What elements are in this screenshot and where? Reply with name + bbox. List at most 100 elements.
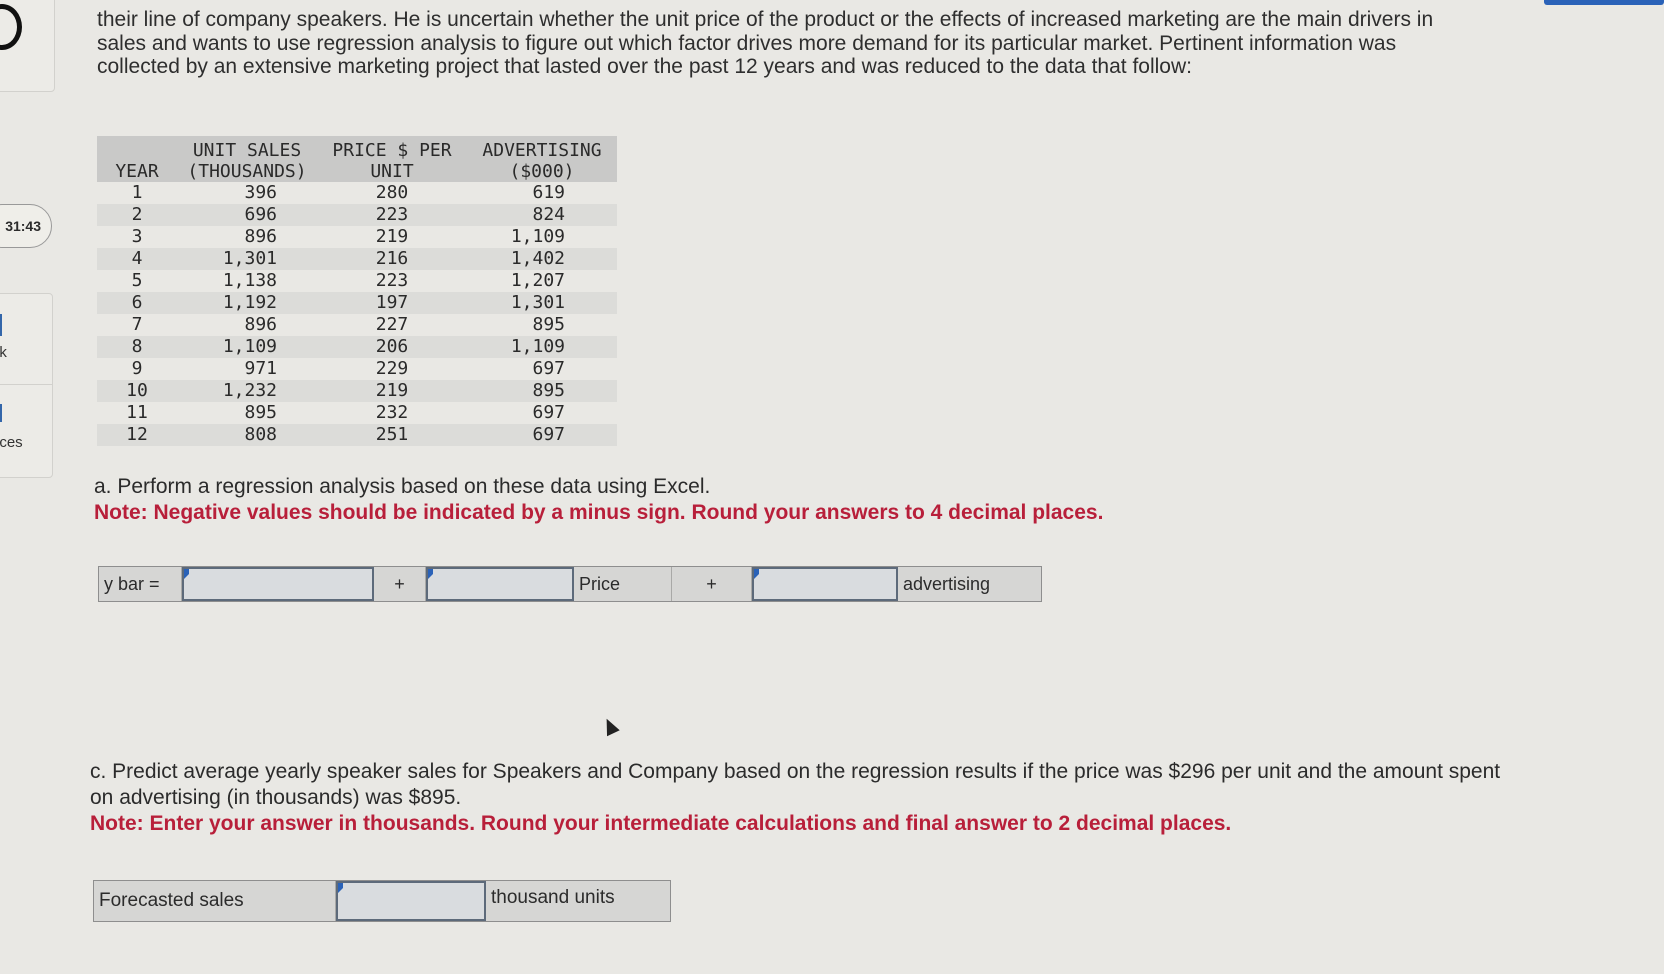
advertising-cell: 895 xyxy=(532,314,565,335)
price-coefficient-input[interactable] xyxy=(426,567,574,601)
unit-sales-cell: 1,232 xyxy=(177,380,317,402)
progress-ring-icon xyxy=(0,4,22,50)
part-a-question: a. Perform a regression analysis based o… xyxy=(94,475,711,498)
forecasted-sales-label: Forecasted sales xyxy=(94,881,336,921)
mouse-cursor-icon xyxy=(600,715,620,737)
table-row: 11 895 232 697 xyxy=(97,402,617,424)
part-c: c. Predict average yearly speaker sales … xyxy=(90,759,1520,837)
advertising-cell: 1,109 xyxy=(510,226,565,247)
advertising-cell: 697 xyxy=(532,358,565,379)
divider xyxy=(0,384,52,385)
year-cell: 3 xyxy=(131,226,143,247)
advertising-cell: 697 xyxy=(532,402,565,423)
sidebar-panel-tools: ok nces xyxy=(0,293,53,478)
table-row: 3 896 219 1,109 xyxy=(97,226,617,248)
y-bar-label: y bar = xyxy=(99,567,182,601)
table-row: 2 696 223 824 xyxy=(97,204,617,226)
price-cell: 229 xyxy=(375,358,409,379)
table-row: 9 971 229 697 xyxy=(97,358,617,380)
year-cell: 5 xyxy=(131,270,143,291)
part-a: a. Perform a regression analysis based o… xyxy=(94,474,1103,526)
advertising-cell: 1,301 xyxy=(467,292,617,314)
header-price: PRICE $ PER UNIT xyxy=(317,136,467,182)
price-cell: 223 xyxy=(317,204,467,226)
price-cell: 223 xyxy=(375,270,409,291)
data-table: YEAR UNIT SALES (THOUSANDS) PRICE $ PER … xyxy=(97,136,617,446)
unit-sales-cell: 1,192 xyxy=(177,292,317,314)
price-cell: 251 xyxy=(317,424,467,446)
forecast-row: Forecasted sales thousand units xyxy=(93,880,671,922)
advertising-coefficient-field[interactable] xyxy=(754,568,896,600)
price-cell: 219 xyxy=(317,380,467,402)
advertising-cell: 1,402 xyxy=(467,248,617,270)
unit-sales-cell: 896 xyxy=(244,226,277,247)
advertising-coefficient-input[interactable] xyxy=(752,567,898,601)
year-cell: 8 xyxy=(97,336,177,358)
unit-sales-cell: 971 xyxy=(244,358,277,379)
price-cell: 216 xyxy=(317,248,467,270)
year-cell: 1 xyxy=(131,182,143,203)
table-row: 10 1,232 219 895 xyxy=(97,380,617,402)
sidebar-item-references[interactable]: nces xyxy=(0,434,23,451)
part-a-note: Note: Negative values should be indicate… xyxy=(94,501,1104,524)
timer-text: 31:43 xyxy=(5,218,41,234)
references-icon xyxy=(0,404,2,422)
unit-sales-cell: 696 xyxy=(177,204,317,226)
sidebar-item-ebook[interactable]: ok xyxy=(0,344,7,361)
price-cell: 206 xyxy=(317,336,467,358)
advertising-cell: 1,207 xyxy=(510,270,565,291)
year-cell: 7 xyxy=(131,314,143,335)
table-row: 4 1,301 216 1,402 xyxy=(97,248,617,270)
thousand-units-label: thousand units xyxy=(491,887,615,908)
header-advertising: ADVERTISING ($000) xyxy=(467,136,617,182)
top-right-button-edge[interactable] xyxy=(1544,0,1664,5)
plus-sign-1: + xyxy=(374,567,426,601)
table-row: 8 1,109 206 1,109 xyxy=(97,336,617,358)
intercept-field[interactable] xyxy=(184,568,372,600)
forecast-input[interactable] xyxy=(336,881,486,921)
year-cell: 11 xyxy=(126,402,148,423)
unit-sales-cell: 396 xyxy=(244,182,277,203)
advertising-cell: 619 xyxy=(532,182,565,203)
table-row: 12 808 251 697 xyxy=(97,424,617,446)
unit-sales-cell: 895 xyxy=(244,402,277,423)
unit-sales-cell: 808 xyxy=(177,424,317,446)
advertising-cell: 895 xyxy=(467,380,617,402)
advertising-cell: 1,109 xyxy=(467,336,617,358)
part-c-question: c. Predict average yearly speaker sales … xyxy=(90,760,1501,809)
year-cell: 2 xyxy=(97,204,177,226)
price-cell: 280 xyxy=(375,182,409,203)
timer-badge: 31:43 xyxy=(0,204,52,248)
forecast-field[interactable] xyxy=(338,882,484,920)
price-cell: 227 xyxy=(375,314,409,335)
ebook-icon xyxy=(0,314,2,336)
price-coefficient-field[interactable] xyxy=(428,568,572,600)
header-unit-sales: UNIT SALES (THOUSANDS) xyxy=(177,136,317,182)
table-row: 1 396 280 619 xyxy=(97,182,617,204)
part-c-note: Note: Enter your answer in thousands. Ro… xyxy=(90,812,1232,835)
unit-sales-cell: 1,109 xyxy=(177,336,317,358)
price-label: Price xyxy=(574,567,672,601)
header-year: YEAR xyxy=(97,136,177,182)
plus-sign-2: + xyxy=(672,567,752,601)
advertising-cell: 697 xyxy=(467,424,617,446)
unit-sales-cell: 1,138 xyxy=(222,270,277,291)
table-header-row: YEAR UNIT SALES (THOUSANDS) PRICE $ PER … xyxy=(97,136,617,182)
intercept-input[interactable] xyxy=(182,567,374,601)
advertising-cell: 824 xyxy=(467,204,617,226)
year-cell: 4 xyxy=(97,248,177,270)
unit-sales-cell: 896 xyxy=(244,314,277,335)
advertising-label: advertising xyxy=(903,573,991,594)
unit-sales-cell: 1,301 xyxy=(177,248,317,270)
price-cell: 197 xyxy=(317,292,467,314)
table-row: 7 896 227 895 xyxy=(97,314,617,336)
price-cell: 232 xyxy=(375,402,409,423)
year-cell: 6 xyxy=(97,292,177,314)
regression-equation-row: y bar = + Price + advertising xyxy=(98,566,1042,602)
table-row: 6 1,192 197 1,301 xyxy=(97,292,617,314)
table-row: 5 1,138 223 1,207 xyxy=(97,270,617,292)
problem-intro: their line of company speakers. He is un… xyxy=(97,8,1434,78)
year-cell: 9 xyxy=(131,358,143,379)
year-cell: 10 xyxy=(97,380,177,402)
year-cell: 12 xyxy=(97,424,177,446)
